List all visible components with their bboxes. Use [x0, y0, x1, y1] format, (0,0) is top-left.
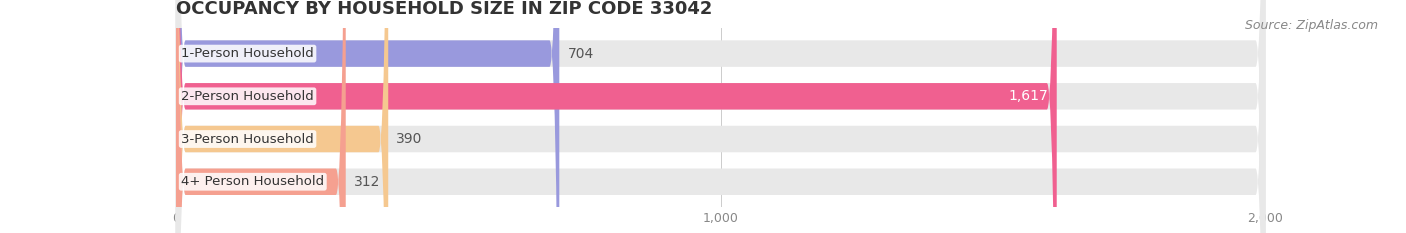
Text: 390: 390	[396, 132, 423, 146]
FancyBboxPatch shape	[176, 0, 1265, 233]
Text: 1-Person Household: 1-Person Household	[181, 47, 314, 60]
Text: Source: ZipAtlas.com: Source: ZipAtlas.com	[1244, 19, 1378, 32]
FancyBboxPatch shape	[176, 0, 1265, 233]
FancyBboxPatch shape	[176, 0, 1265, 233]
Text: 312: 312	[354, 175, 380, 189]
FancyBboxPatch shape	[176, 0, 346, 233]
Text: OCCUPANCY BY HOUSEHOLD SIZE IN ZIP CODE 33042: OCCUPANCY BY HOUSEHOLD SIZE IN ZIP CODE …	[176, 0, 711, 18]
Text: 3-Person Household: 3-Person Household	[181, 133, 314, 146]
FancyBboxPatch shape	[176, 0, 1265, 233]
FancyBboxPatch shape	[176, 0, 560, 233]
Text: 704: 704	[568, 47, 593, 61]
Text: 1,617: 1,617	[1010, 89, 1049, 103]
FancyBboxPatch shape	[176, 0, 388, 233]
FancyBboxPatch shape	[176, 0, 1057, 233]
Text: 4+ Person Household: 4+ Person Household	[181, 175, 325, 188]
Text: 2-Person Household: 2-Person Household	[181, 90, 314, 103]
